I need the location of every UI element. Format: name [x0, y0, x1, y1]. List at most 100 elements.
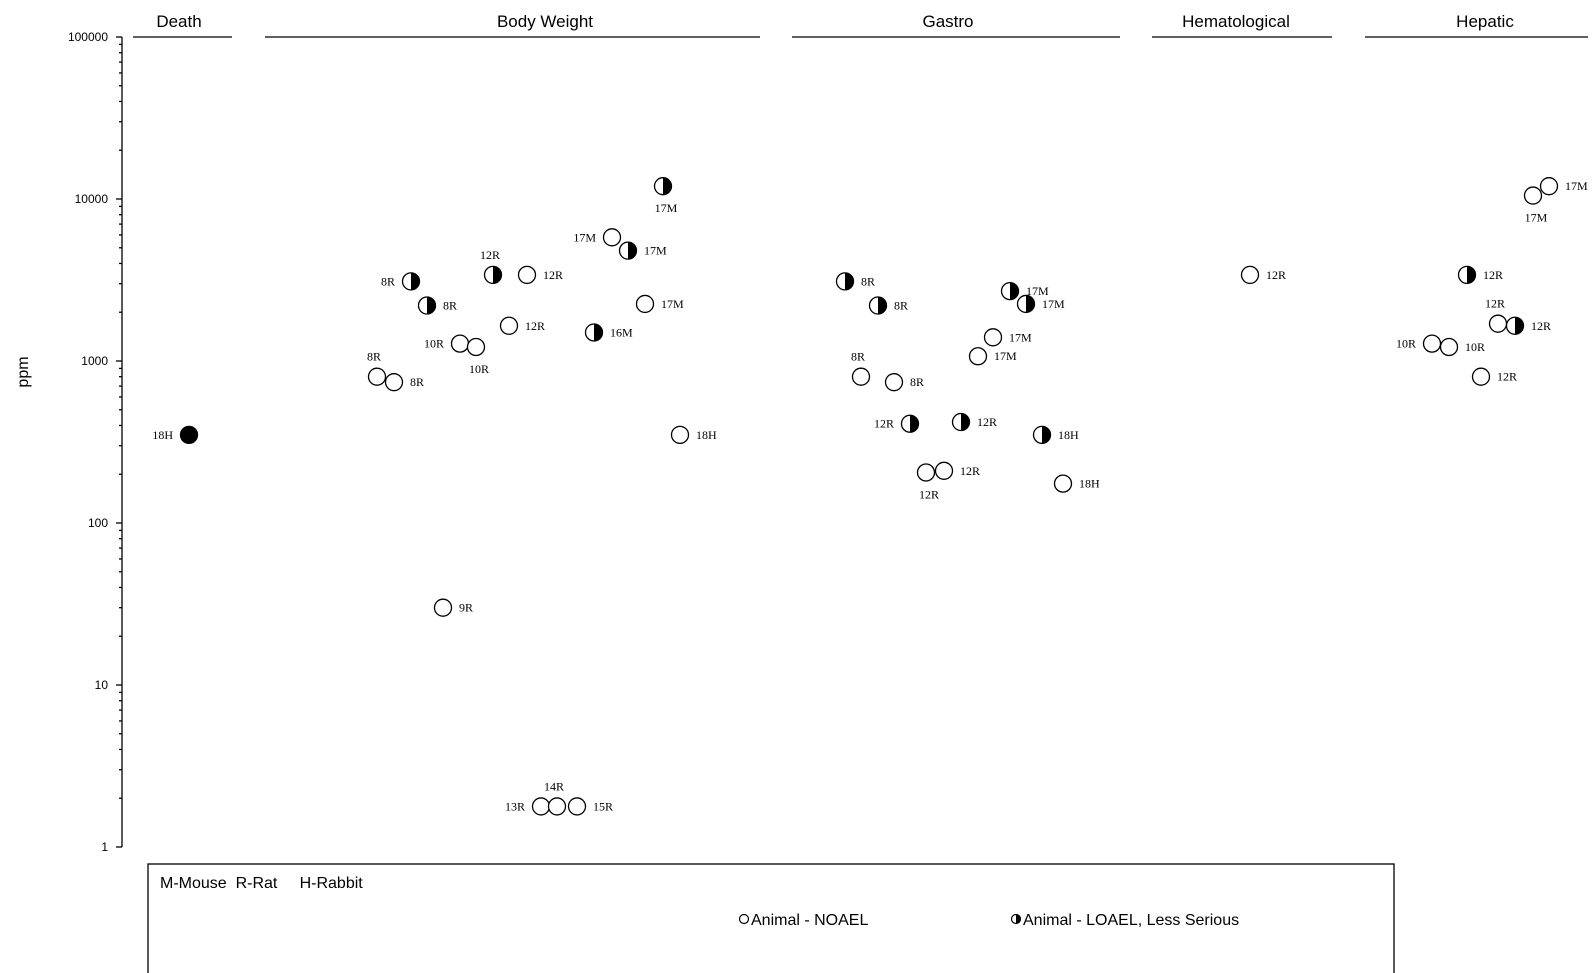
data-point: 12R	[1471, 367, 1517, 386]
data-point: 18H	[670, 425, 717, 445]
open-circle-marker	[384, 373, 404, 392]
open-circle-marker	[517, 265, 537, 285]
point-label: 10R	[424, 337, 444, 351]
legend-item-noael: Animal - NOAEL	[738, 912, 868, 929]
open-circle-marker	[567, 797, 587, 816]
y-axis-title: ppm	[15, 356, 32, 387]
legend-label-loael: Animal - LOAEL, Less Serious	[1023, 912, 1239, 929]
data-point: 17M	[653, 177, 678, 215]
point-label: 8R	[367, 350, 381, 364]
data-point: 10R	[1439, 337, 1485, 357]
data-point: 12R	[1485, 297, 1508, 333]
open-circle-marker	[1471, 367, 1491, 386]
y-tick-label: 100000	[68, 30, 108, 44]
point-label: 13R	[505, 799, 525, 813]
half-fill-marker	[1467, 266, 1476, 284]
open-circle-marker	[450, 334, 470, 353]
y-tick-label: 1000	[81, 354, 108, 368]
open-circle-marker	[1488, 314, 1508, 333]
open-circle-marker	[934, 461, 954, 480]
data-point: 13R	[505, 797, 551, 816]
point-label: 12R	[1483, 268, 1503, 282]
category-label-death: Death	[156, 12, 201, 31]
data-point: 18H	[1053, 474, 1100, 493]
open-circle-marker	[1240, 265, 1260, 285]
point-label: 12R	[1485, 297, 1505, 311]
open-circle-marker	[635, 294, 655, 314]
half-fill-marker	[1026, 295, 1035, 313]
half-fill-marker	[1010, 282, 1019, 300]
data-point: 8R	[384, 373, 424, 392]
half-fill-marker	[493, 266, 502, 284]
half-fill-marker	[628, 242, 637, 260]
y-tick-label: 10	[95, 678, 109, 692]
point-label: 9R	[459, 601, 473, 615]
half-fill-marker	[961, 413, 970, 431]
data-point: 12R	[1505, 316, 1551, 335]
point-label: 8R	[894, 299, 908, 313]
point-label: 16M	[610, 325, 633, 339]
point-label: 17M	[655, 201, 678, 215]
point-label: 12R	[525, 319, 545, 333]
open-circle-marker	[1439, 337, 1459, 357]
point-label: 12R	[1266, 268, 1286, 282]
point-label: 12R	[1531, 319, 1551, 333]
data-point: 17M	[1000, 281, 1049, 301]
legend-label-noael: Animal - NOAEL	[751, 912, 868, 929]
data-point: 8R	[884, 373, 924, 392]
half-fill-marker	[663, 177, 672, 195]
legend-open-circle-icon	[738, 913, 750, 925]
open-circle-marker	[884, 373, 904, 392]
point-label: 17M	[1565, 179, 1588, 193]
data-point: 10R	[1396, 334, 1442, 353]
data-point: 18H	[1032, 425, 1079, 445]
data-point: 8R	[417, 296, 457, 315]
data-point: 12R	[517, 265, 563, 285]
point-label: 10R	[469, 362, 489, 376]
data-point: 15R	[567, 797, 613, 816]
point-label: 18H	[152, 428, 173, 442]
data-point: 12R	[499, 316, 545, 335]
open-circle-marker	[1523, 186, 1543, 205]
legend-item-loael: Animal - LOAEL, Less Serious	[1010, 912, 1239, 929]
filled-circle-marker	[179, 425, 199, 445]
point-label: 18H	[1079, 477, 1100, 491]
point-label: 18H	[1058, 428, 1079, 442]
point-label: 12R	[1497, 370, 1517, 384]
open-circle-marker	[968, 347, 988, 366]
half-fill-marker	[845, 272, 854, 290]
point-label: 17M	[644, 244, 667, 258]
point-label: 17M	[1042, 297, 1065, 311]
data-point: 16M	[584, 323, 633, 342]
point-label: 12R	[543, 268, 563, 282]
y-tick-label: 1	[101, 840, 108, 854]
point-label: 12R	[960, 464, 980, 478]
point-label: 10R	[1465, 340, 1485, 354]
half-fill-marker	[910, 415, 919, 433]
point-label: 17M	[1525, 211, 1548, 225]
point-label: 12R	[919, 487, 939, 501]
open-circle-marker	[1053, 474, 1073, 493]
data-points: 18H 8R 8R 8R 8R 9R 10R 10R 12R 12R 12R 13R 14R 15R 16M…	[152, 177, 1588, 816]
data-point: 12R	[1457, 265, 1503, 285]
species-key: M-Mouse R-Rat H-Rabbit	[160, 875, 363, 892]
data-point: 12R	[934, 461, 980, 480]
open-circle-marker	[547, 797, 567, 816]
point-label: 12R	[977, 415, 997, 429]
point-label: 17M	[573, 230, 596, 244]
data-point: 17M	[635, 294, 684, 314]
category-headers: Death Body Weight Gastro Hematological H…	[133, 12, 1588, 38]
data-point: 8R	[381, 272, 421, 291]
half-fill-marker	[1042, 426, 1051, 444]
open-circle-marker	[670, 425, 690, 445]
point-label: 12R	[480, 248, 500, 262]
open-circle-marker	[499, 316, 519, 335]
data-point: 8R	[851, 350, 871, 386]
legend-half-fill	[1016, 914, 1021, 924]
data-point: 17M	[983, 328, 1032, 347]
point-label: 8R	[443, 299, 457, 313]
point-label: 8R	[381, 274, 395, 288]
point-label: 12R	[874, 417, 894, 431]
point-label: 8R	[861, 274, 875, 288]
data-point: 12R	[916, 463, 939, 501]
